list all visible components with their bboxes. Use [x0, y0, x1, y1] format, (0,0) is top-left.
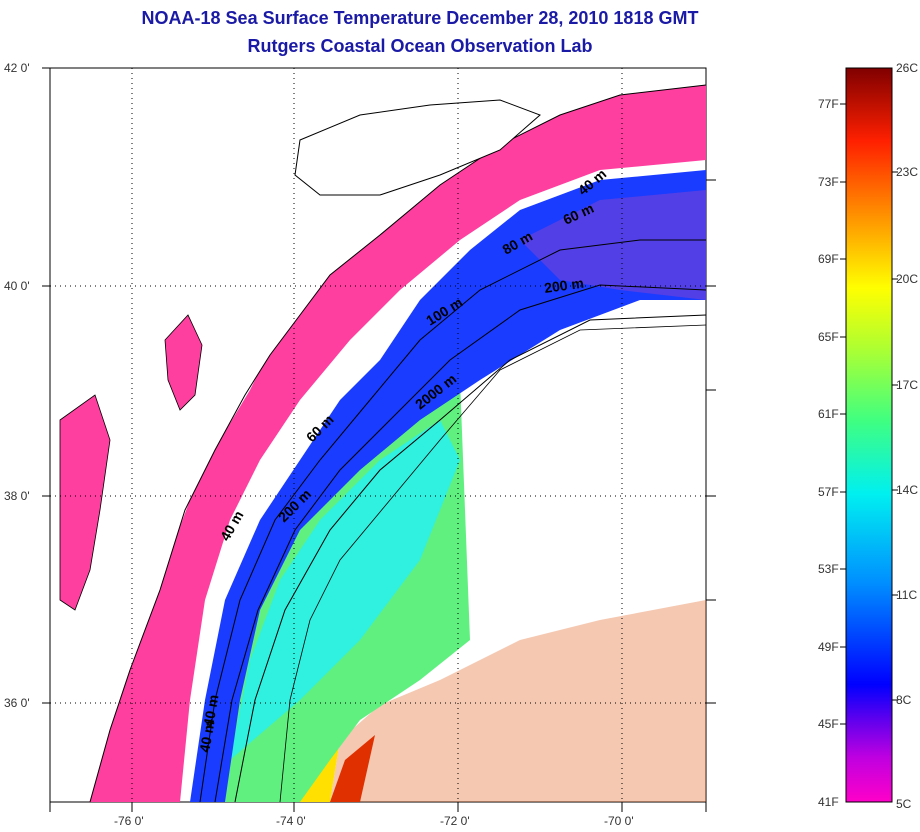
- x-tick-label: -72 0': [440, 814, 470, 828]
- contour-label: 40 m: [200, 693, 221, 727]
- colorbar: [845, 67, 893, 803]
- colorbar-f-label: 69F: [818, 252, 839, 266]
- x-tick-label: -74 0': [276, 814, 306, 828]
- y-tick-label: 40 0': [4, 279, 30, 293]
- colorbar-f-label: 41F: [818, 795, 839, 809]
- colorbar-c-label: 23C: [896, 165, 919, 179]
- colorbar-f-label: 61F: [818, 407, 839, 421]
- colorbar-f-label: 49F: [818, 640, 839, 654]
- x-tick-label: -70 0': [604, 814, 634, 828]
- colorbar-c-label: 17C: [896, 378, 919, 392]
- colorbar-f-label: 77F: [818, 97, 839, 111]
- colorbar-c-label: 11C: [896, 588, 918, 602]
- colorbar-f-label: 57F: [818, 485, 839, 499]
- y-tick-label: 38 0': [4, 489, 30, 503]
- land-mass: [50, 68, 706, 802]
- colorbar-f-label: 73F: [818, 175, 839, 189]
- y-tick-label: 36 0': [4, 696, 30, 710]
- colorbar-f-label: 45F: [818, 717, 839, 731]
- axis-ticks: [42, 67, 716, 812]
- colorbar-f-label: 53F: [818, 562, 839, 576]
- x-tick-label: -76 0': [114, 814, 144, 828]
- colorbar-c-label: 8C: [896, 693, 912, 707]
- map-subtitle: Rutgers Coastal Ocean Observation Lab: [247, 36, 593, 56]
- map-title: NOAA-18 Sea Surface Temperature December…: [141, 8, 699, 28]
- contour-label: 200 m: [543, 275, 585, 296]
- colorbar-f-label: 65F: [818, 330, 839, 344]
- colorbar-c-label: 20C: [896, 272, 919, 286]
- warm-water-region: [330, 600, 706, 802]
- contour-label: 40 m: [196, 719, 217, 753]
- colorbar-c-label: 5C: [896, 797, 912, 811]
- y-tick-label: 42 0': [4, 61, 30, 75]
- colorbar-c-label: 14C: [896, 483, 919, 497]
- colorbar-c-label: 26C: [896, 61, 919, 75]
